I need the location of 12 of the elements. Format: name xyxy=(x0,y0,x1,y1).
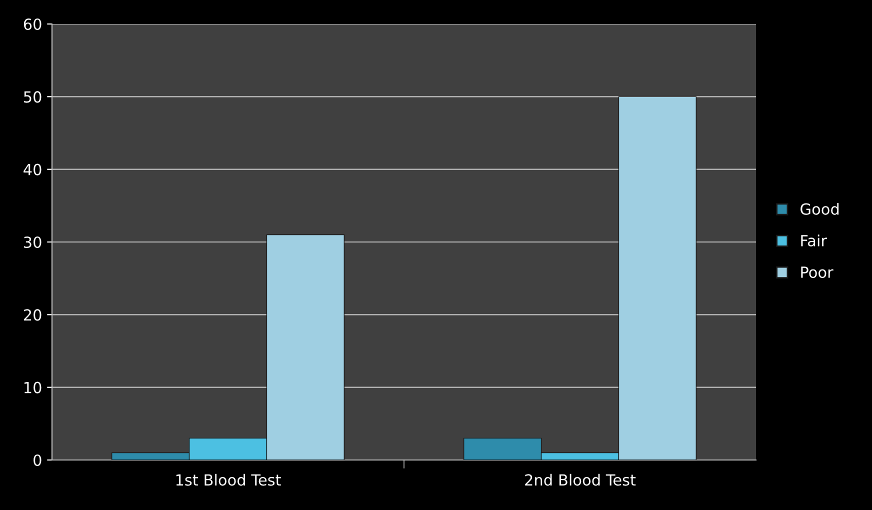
legend-label: Good xyxy=(800,203,839,215)
legend-label: Fair xyxy=(801,234,827,246)
y-tick-label: 60 xyxy=(24,18,42,30)
legend-label: Poor xyxy=(801,266,834,278)
y-tick-label: 20 xyxy=(24,309,42,321)
x-tick-label: 2nd Blood Test xyxy=(525,474,636,486)
y-tick-label: 40 xyxy=(24,164,42,176)
y-tick-label: 50 xyxy=(24,91,42,103)
y-tick-label: 0 xyxy=(34,454,42,466)
x-tick-label: 1st Blood Test xyxy=(176,474,281,486)
y-tick-label: 30 xyxy=(24,236,42,248)
y-tick-label: 10 xyxy=(24,382,42,394)
